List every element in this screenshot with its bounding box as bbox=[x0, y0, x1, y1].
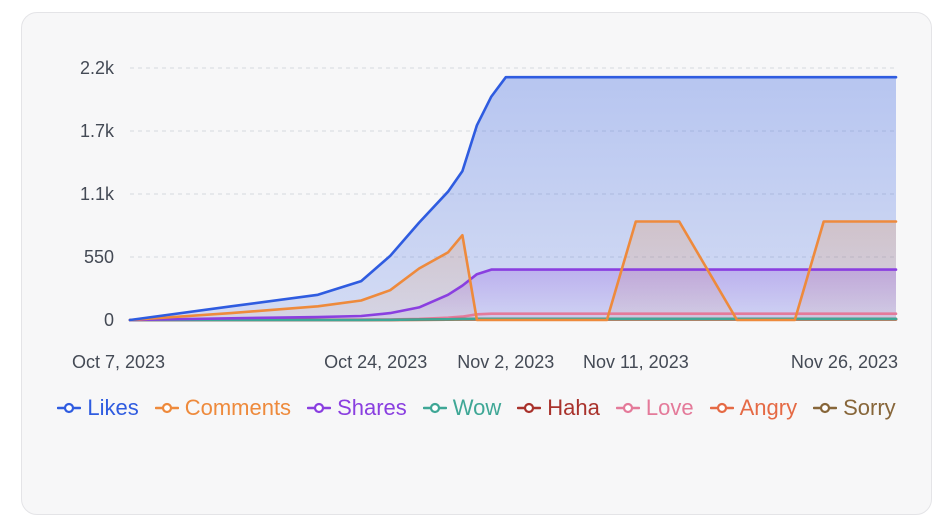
y-tick-label: 0 bbox=[104, 310, 114, 330]
legend-marker-icon bbox=[422, 402, 447, 414]
x-tick-label: Oct 7, 2023 bbox=[72, 352, 165, 372]
legend-label: Sorry bbox=[843, 395, 896, 420]
legend-item-angry[interactable]: Angry bbox=[709, 392, 798, 424]
x-tick-label: Nov 2, 2023 bbox=[457, 352, 554, 372]
legend-label: Comments bbox=[184, 395, 292, 420]
legend-item-haha[interactable]: Haha bbox=[517, 392, 600, 424]
legend-marker-icon bbox=[307, 402, 332, 414]
series-line-likes[interactable] bbox=[128, 75, 898, 322]
x-tick-label: Nov 26, 2023 bbox=[791, 352, 898, 372]
legend-marker-icon bbox=[813, 402, 838, 414]
chart-legend: Likes Comments Shares Wow Haha Love Angry Sorry bbox=[21, 392, 932, 424]
legend-marker-icon bbox=[517, 402, 542, 414]
legend-item-shares[interactable]: Shares bbox=[307, 392, 407, 424]
legend-item-comments[interactable]: Comments bbox=[154, 392, 292, 424]
legend-label: Shares bbox=[337, 395, 407, 420]
y-tick-label: 550 bbox=[84, 247, 114, 267]
y-tick-label: 1.1k bbox=[80, 184, 115, 204]
x-tick-label: Oct 24, 2023 bbox=[324, 352, 427, 372]
y-tick-label: 2.2k bbox=[80, 58, 115, 78]
x-tick-label: Nov 11, 2023 bbox=[583, 352, 689, 372]
series-area-likes bbox=[130, 77, 896, 320]
y-tick-label: 1.7k bbox=[80, 121, 115, 141]
series-line-comments[interactable] bbox=[128, 220, 898, 322]
legend-label: Haha bbox=[547, 395, 600, 420]
series-line-shares[interactable] bbox=[128, 268, 898, 322]
legend-item-likes[interactable]: Likes bbox=[57, 392, 139, 424]
legend-marker-icon bbox=[615, 402, 640, 414]
legend-label: Wow bbox=[452, 395, 502, 420]
legend-item-love[interactable]: Love bbox=[615, 392, 694, 424]
legend-label: Likes bbox=[87, 395, 139, 420]
legend-item-sorry[interactable]: Sorry bbox=[813, 392, 896, 424]
legend-label: Love bbox=[645, 395, 694, 420]
legend-label: Angry bbox=[739, 395, 798, 420]
legend-marker-icon bbox=[154, 402, 179, 414]
legend-marker-icon bbox=[709, 402, 734, 414]
series-area-shares bbox=[130, 269, 896, 320]
legend-marker-icon bbox=[57, 402, 82, 414]
legend-item-wow[interactable]: Wow bbox=[422, 392, 502, 424]
